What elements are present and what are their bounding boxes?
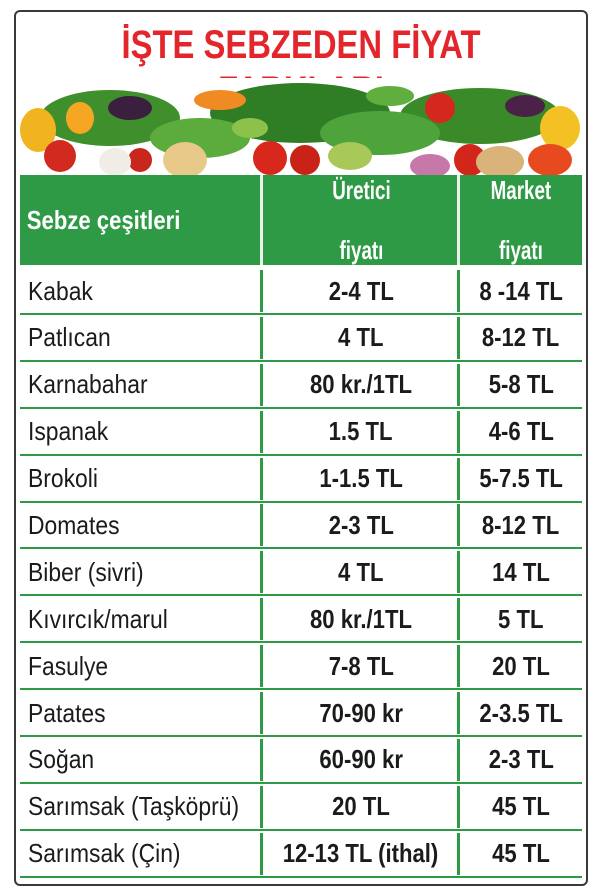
market-price-cell: 2-3 TL — [488, 744, 554, 775]
header-divider — [260, 175, 263, 265]
column-divider — [457, 598, 460, 641]
vegetable-name-cell: Kabak — [28, 275, 93, 306]
producer-price-cell: 80 kr./1TL — [310, 603, 412, 634]
column-divider — [260, 410, 263, 453]
table-row: Sarımsak (Taşköprü) 20 TL 45 TL — [20, 785, 582, 831]
vegetable-name-cell: Ispanak — [28, 416, 109, 447]
producer-price-cell: 4 TL — [338, 556, 384, 587]
header-divider — [457, 175, 460, 265]
table-row: Brokoli 1-1.5 TL 5-7.5 TL — [20, 457, 582, 503]
producer-price-cell: 1-1.5 TL — [319, 463, 403, 494]
price-table-body: Kabak 2-4 TL 8 -14 TL Patlıcan 4 TL 8-12 TL Ka… — [20, 270, 582, 880]
producer-price-cell: 4 TL — [338, 322, 384, 353]
market-price-cell: 8-12 TL — [482, 509, 560, 540]
column-divider — [260, 645, 263, 688]
table-row: Patates 70-90 kr 2-3.5 TL — [20, 692, 582, 738]
producer-price-cell: 1.5 TL — [329, 416, 393, 447]
column-header-market-price: Market fiyatı — [490, 175, 552, 265]
producer-price-cell: 70-90 kr — [319, 697, 403, 728]
market-price-cell: 45 TL — [492, 791, 550, 822]
vegetable-name-cell: Fasulye — [28, 650, 109, 681]
column-header-producer-price: Üretici fiyatı — [331, 175, 391, 265]
column-divider — [457, 692, 460, 735]
market-price-cell: 45 TL — [492, 838, 550, 869]
column-divider — [260, 551, 263, 594]
price-comparison-card: İŞTE SEBZEDEN FİYAT FARKLARI — [14, 10, 588, 886]
table-header: Sebze çeşitleri Üretici fiyatı Market fiya… — [20, 175, 582, 265]
producer-price-cell: 7-8 TL — [328, 650, 394, 681]
column-divider — [457, 551, 460, 594]
vegetable-name-cell: Brokoli — [28, 463, 98, 494]
vegetable-name-cell: Sarımsak (Çin) — [28, 838, 181, 869]
table-row: Sarımsak (Çin) 12-13 TL (ithal) 45 TL — [20, 832, 582, 878]
table-row: Karnabahar 80 kr./1TL 5-8 TL — [20, 363, 582, 409]
vegetable-name-cell: Patlıcan — [28, 322, 111, 353]
producer-price-cell: 60-90 kr — [319, 744, 403, 775]
column-divider — [260, 270, 263, 312]
producer-price-cell: 80 kr./1TL — [310, 369, 412, 400]
column-divider — [260, 363, 263, 406]
column-divider — [260, 316, 263, 359]
vegetable-name-cell: Biber (sivri) — [28, 556, 144, 587]
column-divider — [457, 645, 460, 688]
vegetable-name-cell: Patates — [28, 697, 106, 728]
column-divider — [457, 270, 460, 312]
vegetable-name-cell: Domates — [28, 509, 120, 540]
market-price-cell: 8-12 TL — [482, 322, 560, 353]
vegetable-name-cell: Sarımsak (Taşköprü) — [28, 791, 240, 822]
market-price-cell: 5 TL — [498, 603, 544, 634]
producer-price-cell: 12-13 TL (ithal) — [283, 838, 439, 869]
column-divider — [260, 504, 263, 547]
column-divider — [457, 410, 460, 453]
column-divider — [457, 738, 460, 781]
table-row: Domates 2-3 TL 8-12 TL — [20, 504, 582, 550]
column-divider — [457, 316, 460, 359]
producer-price-cell: 2-4 TL — [328, 275, 394, 306]
table-row: Kabak 2-4 TL 8 -14 TL — [20, 270, 582, 315]
column-header-vegetable: Sebze çeşitleri — [26, 205, 181, 235]
column-divider — [260, 598, 263, 641]
vegetables-banner-image — [20, 78, 582, 178]
column-divider — [260, 738, 263, 781]
column-divider — [457, 504, 460, 547]
market-price-cell: 4-6 TL — [488, 416, 554, 447]
column-divider — [457, 785, 460, 828]
market-price-cell: 5-7.5 TL — [479, 463, 563, 494]
market-price-cell: 20 TL — [492, 650, 550, 681]
column-divider — [260, 457, 263, 500]
table-row: Fasulye 7-8 TL 20 TL — [20, 645, 582, 691]
column-divider — [260, 692, 263, 735]
producer-price-cell: 2-3 TL — [328, 509, 394, 540]
vegetable-name-cell: Karnabahar — [28, 369, 148, 400]
vegetable-name-cell: Kıvırcık/marul — [28, 603, 168, 634]
column-divider — [457, 457, 460, 500]
table-row: Ispanak 1.5 TL 4-6 TL — [20, 410, 582, 456]
column-divider — [260, 832, 263, 875]
market-price-cell: 2-3.5 TL — [479, 697, 563, 728]
market-price-cell: 5-8 TL — [488, 369, 554, 400]
table-row: Biber (sivri) 4 TL 14 TL — [20, 551, 582, 597]
table-row: Patlıcan 4 TL 8-12 TL — [20, 316, 582, 362]
table-row: Kıvırcık/marul 80 kr./1TL 5 TL — [20, 598, 582, 644]
market-price-cell: 14 TL — [492, 556, 550, 587]
column-divider — [457, 832, 460, 875]
producer-price-cell: 20 TL — [332, 791, 390, 822]
vegetable-name-cell: Soğan — [28, 744, 95, 775]
market-price-cell: 8 -14 TL — [479, 275, 563, 306]
table-row: Soğan 60-90 kr 2-3 TL — [20, 738, 582, 784]
column-divider — [260, 785, 263, 828]
column-divider — [457, 363, 460, 406]
